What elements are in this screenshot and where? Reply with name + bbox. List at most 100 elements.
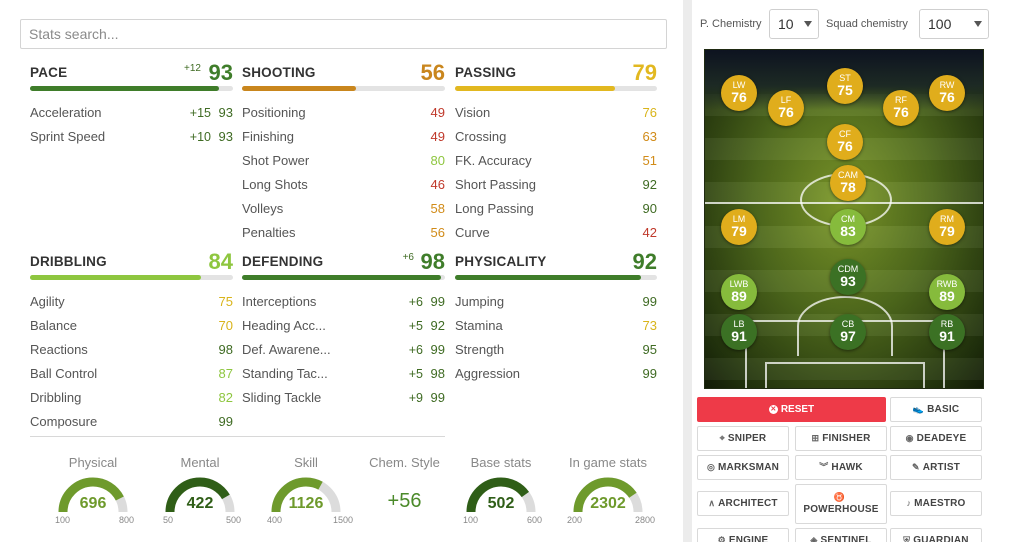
category-passing: PASSING 79 Vision 76 Crossing 63 FK. Accura…	[455, 60, 657, 245]
gauge-value: 502	[487, 495, 515, 512]
stat-value: 99	[642, 366, 657, 381]
stat-row: Finishing 49	[242, 125, 445, 149]
powerhouse-button[interactable]: ♉ POWERHOUSE	[795, 484, 887, 524]
player-lm[interactable]: LM 79	[721, 209, 757, 245]
stat-name: Aggression	[455, 366, 521, 381]
category-bar-fill	[30, 275, 201, 280]
stat-value: 76	[642, 105, 657, 120]
player-rm[interactable]: RM 79	[929, 209, 965, 245]
stat-value: 82	[218, 390, 233, 405]
stat-row: Vision 76	[455, 101, 657, 125]
player-cb[interactable]: CB 97	[830, 314, 866, 350]
stat-row: Standing Tac... +5 98	[242, 362, 445, 386]
stats-search-input[interactable]	[20, 19, 667, 49]
stat-boost: +5	[408, 367, 423, 381]
stat-value: 56	[430, 225, 445, 240]
maestro-button[interactable]: ♪ MAESTRO	[890, 491, 982, 516]
stat-name: Composure	[30, 414, 98, 429]
chevron-down-icon	[804, 21, 812, 27]
stat-name: Dribbling	[30, 390, 82, 405]
stat-name: Def. Awarene...	[242, 342, 331, 357]
gauge-value: 422	[186, 495, 214, 512]
chem-style-label: ARTIST	[922, 462, 961, 473]
gauge-label: Base stats	[470, 455, 532, 470]
chem-style-label: POWERHOUSE	[803, 504, 879, 515]
stat-row: Reactions 98	[30, 338, 233, 362]
sentinel-button[interactable]: ◈ SENTINEL	[795, 528, 887, 542]
stat-row: Def. Awarene... +6 99	[242, 338, 445, 362]
engine-button[interactable]: ⚙ ENGINE	[697, 528, 789, 542]
gauge-max: 800	[118, 515, 134, 525]
stat-row: Penalties 56	[242, 221, 445, 245]
player-position: RF	[895, 95, 907, 105]
stat-row: Crossing 63	[455, 125, 657, 149]
gauge-base-stats: Base stats 502 100 600	[456, 455, 546, 525]
stat-value: 75	[218, 294, 233, 309]
player-chemistry-label: P. Chemistry	[700, 18, 762, 30]
player-position: CAM	[838, 170, 858, 180]
player-position: LF	[780, 95, 792, 105]
stat-row: Acceleration +15 93	[30, 101, 233, 125]
category-name: PACE	[30, 65, 68, 80]
architect-button[interactable]: ∧ ARCHITECT	[697, 491, 789, 516]
player-rating: 76	[837, 138, 853, 154]
stat-value: 80	[430, 153, 445, 168]
player-cdm[interactable]: CDM 93	[830, 259, 866, 295]
sniper-button[interactable]: ⌖ SNIPER	[697, 426, 789, 451]
chem-style-label: Chem. Style	[369, 455, 440, 470]
squad-chemistry-select[interactable]: 100	[919, 9, 989, 39]
chem-style-value: +56	[387, 490, 422, 512]
gauge-max: 2800	[634, 515, 655, 525]
player-rating: 76	[939, 89, 955, 105]
player-rwb[interactable]: RWB 89	[929, 274, 965, 310]
category-name: PASSING	[455, 65, 517, 80]
player-rating: 97	[840, 328, 856, 344]
stat-value: 98	[218, 342, 233, 357]
stat-name: Agility	[30, 294, 65, 309]
stat-name: Sprint Speed	[30, 129, 106, 144]
player-st[interactable]: ST 75	[827, 68, 863, 104]
player-cm[interactable]: CM 83	[830, 209, 866, 245]
guardian-button[interactable]: ⛨ GUARDIAN	[890, 528, 982, 542]
hawk-button[interactable]: ︾ HAWK	[795, 455, 887, 480]
player-lb[interactable]: LB 91	[721, 314, 757, 350]
gauge-label: Skill	[294, 455, 318, 470]
artist-button[interactable]: ✎ ARTIST	[890, 455, 982, 480]
stat-name: Penalties	[242, 225, 296, 240]
marksman-button[interactable]: ◎ MARKSMAN	[697, 455, 789, 480]
pitch: LW 76 ST 75 RW 76 LF 76 RF 76 CF 76 CAM 78 LM 79 CM 83 RM 7…	[704, 49, 984, 389]
category-defending: DEFENDING +6 98 Interceptions +6 99 Heading …	[242, 249, 445, 410]
stat-row: Ball Control 87	[30, 362, 233, 386]
stat-value: 92	[430, 318, 445, 333]
stat-row: Jumping 99	[455, 290, 657, 314]
stat-row: Agility 75	[30, 290, 233, 314]
player-rf[interactable]: RF 76	[883, 90, 919, 126]
player-position: CF	[839, 129, 851, 139]
category-bar-fill	[242, 275, 441, 280]
player-cam[interactable]: CAM 78	[830, 165, 866, 201]
player-lwb[interactable]: LWB 89	[721, 274, 757, 310]
stat-name: Standing Tac...	[242, 366, 328, 381]
category-bar	[30, 275, 233, 280]
player-rb[interactable]: RB 91	[929, 314, 965, 350]
category-bar	[455, 275, 657, 280]
player-rating: 76	[778, 104, 794, 120]
player-cf[interactable]: CF 76	[827, 124, 863, 160]
gauge-fill	[58, 477, 128, 513]
player-chemistry-select[interactable]: 10	[769, 9, 819, 39]
gauge-fill	[165, 477, 235, 513]
gauge-value: 1126	[288, 495, 324, 512]
powerhouse-icon: ♉	[833, 492, 846, 502]
stat-row: Shot Power 80	[242, 149, 445, 173]
deadeye-button[interactable]: ◉ DEADEYE	[890, 426, 982, 451]
player-lf[interactable]: LF 76	[768, 90, 804, 126]
finisher-button[interactable]: ⊞ FINISHER	[795, 426, 887, 451]
player-rw[interactable]: RW 76	[929, 75, 965, 111]
stat-name: Shot Power	[242, 153, 310, 168]
player-lw[interactable]: LW 76	[721, 75, 757, 111]
player-position: LB	[733, 319, 745, 329]
basic-button[interactable]: 👟 BASIC	[890, 397, 982, 422]
stat-value: 99	[218, 414, 233, 429]
player-position: RB	[940, 319, 954, 329]
reset-button[interactable]: ✕ RESET	[697, 397, 886, 422]
